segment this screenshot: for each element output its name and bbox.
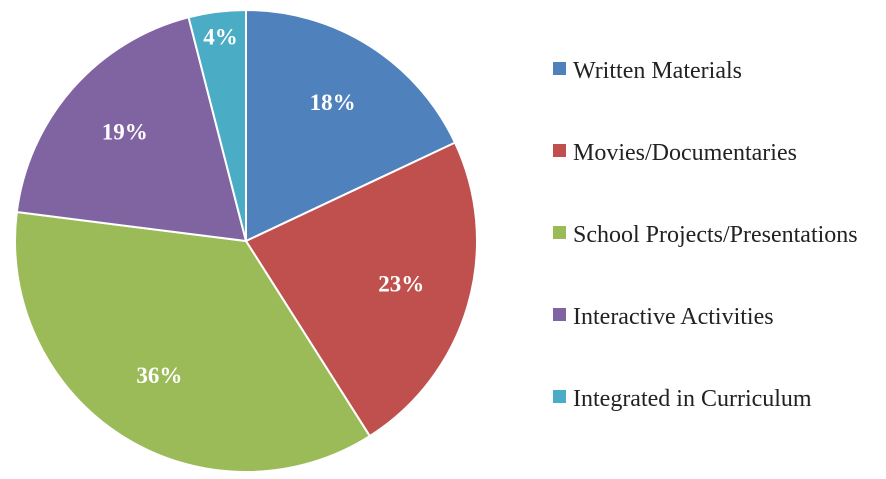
legend-label: Interactive Activities [573, 304, 774, 330]
legend-item: Interactive Activities [553, 302, 863, 332]
data-label: 19% [102, 119, 148, 144]
legend-item: Movies/Documentaries [553, 138, 863, 168]
data-label: 23% [378, 271, 424, 296]
data-label: 36% [136, 363, 182, 388]
pie-slice [15, 16, 248, 243]
pie-slice [245, 8, 457, 243]
legend-item: Integrated in Curriculum [553, 384, 863, 414]
legend-swatch [553, 390, 566, 403]
legend-swatch [553, 62, 566, 75]
legend-label: Written Materials [573, 58, 742, 84]
legend-label: School Projects/Presentations [573, 222, 858, 248]
legend-swatch [553, 226, 566, 239]
data-label: 18% [310, 90, 356, 115]
legend-swatch [553, 144, 566, 157]
legend-label: Integrated in Curriculum [573, 386, 812, 412]
pie-slice [14, 210, 372, 473]
legend-label: Movies/Documentaries [573, 140, 797, 166]
legend-swatch [553, 308, 566, 321]
data-label: 4% [203, 25, 238, 50]
legend-item: Written Materials [553, 56, 863, 86]
chart: 18% 23% 36% 19% 4% [14, 8, 478, 473]
pie-slice [244, 141, 478, 438]
legend-item: School Projects/Presentations [553, 220, 863, 250]
pie-slice [187, 8, 247, 242]
